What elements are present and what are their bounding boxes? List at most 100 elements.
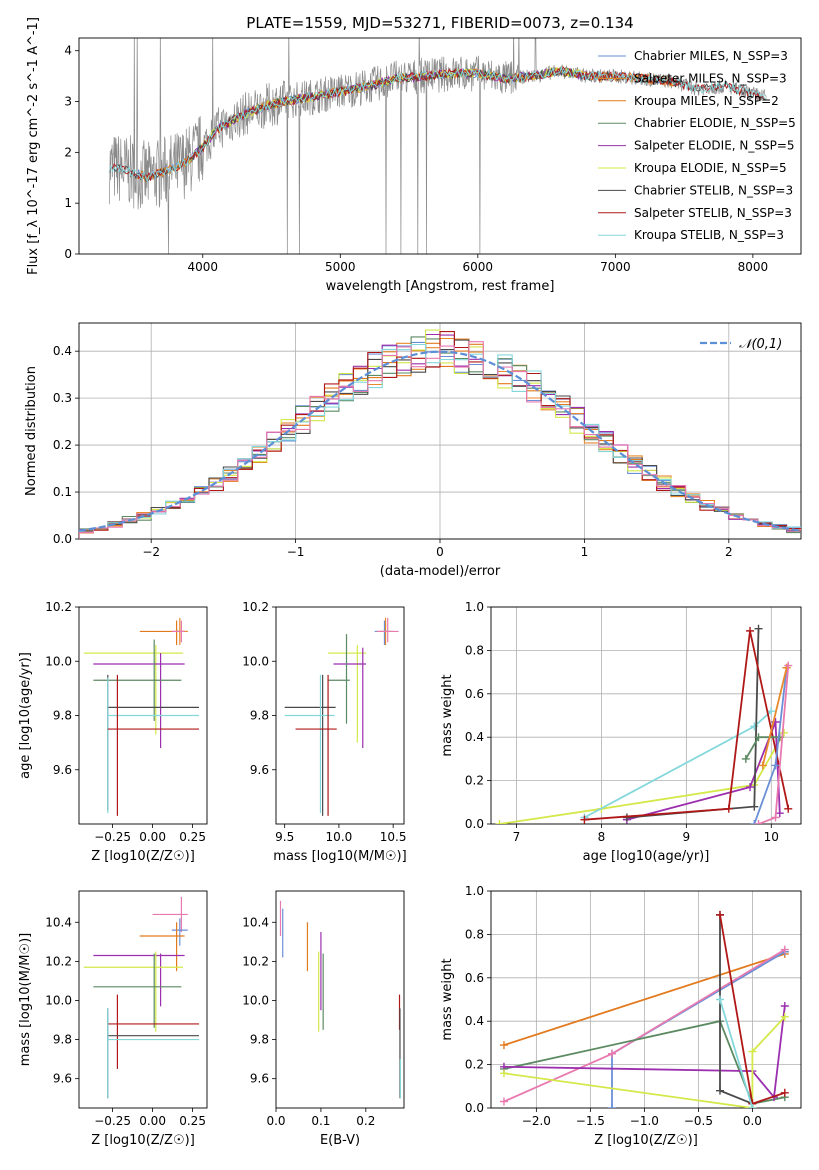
y-tick-label: 9.8 — [250, 709, 269, 723]
legend-label: 𝒩(0,1) — [739, 337, 782, 352]
weight-point-marker — [499, 1097, 508, 1106]
x-axis-label: E(B-V) — [320, 1133, 360, 1148]
y-tick-label: 0.6 — [465, 971, 484, 985]
weight-point-marker — [780, 1002, 789, 1011]
x-tick-label: 0.0 — [743, 1114, 762, 1128]
x-tick-label: 8 — [598, 830, 606, 844]
y-tick-label: 0.3 — [53, 391, 72, 405]
spectrum-plot-area — [108, 38, 767, 254]
weight-series-line — [719, 999, 754, 1108]
weight-point-marker — [715, 910, 724, 919]
age-vs-Z-panel: −0.25 0.00 0.25 9.6 9.8 10.0 10.2 Z [log10(Z/Z☉… — [18, 600, 208, 864]
panels-group: 4000 5000 6000 7000 8000 0 1 2 3 4 wavelength [Ang… — [18, 17, 802, 1148]
legend-label: Salpeter ELODIE, N_SSP=5 — [634, 139, 795, 153]
weight-point-marker — [758, 761, 767, 770]
x-tick-label: −1.0 — [630, 1114, 659, 1128]
x-tick-label: 0.25 — [179, 830, 206, 844]
y-tick-label: 0.2 — [53, 438, 72, 452]
y-tick-label: 0 — [64, 247, 72, 261]
y-tick-label: 0.2 — [465, 774, 484, 788]
weight-point-marker — [715, 995, 724, 1004]
y-tick-label: 10.0 — [242, 993, 269, 1007]
y-tick-label: 10.4 — [242, 915, 269, 929]
y-tick-label: 10.0 — [242, 654, 269, 668]
weight-point-marker — [499, 1041, 508, 1050]
x-tick-label: 7000 — [600, 260, 631, 274]
legend-label: Chabrier ELODIE, N_SSP=5 — [634, 116, 796, 130]
weight-series-line — [503, 953, 786, 1046]
legend-label: Kroupa MILES, N_SSP=2 — [634, 94, 779, 108]
weight-point-marker — [754, 820, 763, 824]
histogram-step-salpeter-stelib — [79, 331, 801, 539]
errorbar-plot-area — [83, 617, 199, 816]
y-tick-label: 2 — [64, 145, 72, 159]
axes-frame — [78, 606, 208, 825]
y-tick-label: 3 — [64, 95, 72, 109]
weight-point-marker — [746, 783, 755, 792]
x-tick-label: −0.25 — [94, 830, 131, 844]
spectrum-panel: 4000 5000 6000 7000 8000 0 1 2 3 4 wavelength [Ang… — [26, 17, 802, 294]
x-tick-label: 0.25 — [179, 1114, 206, 1128]
weight-series-line — [761, 667, 788, 766]
y-tick-label: 0.4 — [465, 1014, 484, 1028]
weight-point-marker — [754, 624, 763, 633]
y-tick-label: 10.2 — [45, 600, 72, 614]
y-axis-label: age [log10(age/yr)] — [18, 652, 33, 779]
age-vs-mass-panel: 9.5 10.0 10.5 9.6 9.8 10.0 10.2 mass [log10(M/M… — [242, 600, 406, 864]
y-tick-label: 0.1 — [53, 485, 72, 499]
spectrum-legend: Chabrier MILES, N_SSP=3 Salpeter MILES, N… — [598, 49, 796, 242]
weight-point-marker — [775, 809, 784, 818]
weight-point-marker — [495, 820, 504, 824]
weight-point-marker — [746, 626, 755, 635]
weight-point-marker — [771, 813, 780, 822]
x-tick-label: 10.0 — [326, 830, 353, 844]
y-tick-label: 1 — [64, 196, 72, 210]
y-tick-label: 1.0 — [465, 884, 484, 898]
residuals-legend: 𝒩(0,1) — [700, 337, 782, 352]
x-tick-label: 10.5 — [380, 830, 407, 844]
errorbar-plot-area — [83, 896, 199, 1099]
axes-frame — [78, 37, 802, 255]
y-tick-label: 0.0 — [465, 1101, 484, 1115]
x-tick-label: 0.1 — [311, 1114, 330, 1128]
legend-label: Salpeter STELIB, N_SSP=3 — [634, 206, 792, 220]
x-tick-label: −1.5 — [576, 1114, 605, 1128]
axes-frame — [490, 606, 802, 825]
weight-series-line — [626, 721, 781, 821]
residuals-plot-area — [79, 329, 801, 539]
x-axis-label: age [log10(age/yr)] — [583, 849, 710, 864]
x-axis-label: Z [log10(Z/Z☉)] — [594, 1133, 698, 1148]
weight-plot-area — [499, 910, 789, 1108]
y-tick-label: 10.2 — [242, 600, 269, 614]
model-spectrum-salpeter-stelib — [108, 66, 767, 181]
weight-series-line — [503, 1020, 785, 1105]
x-tick-label: 10 — [764, 830, 779, 844]
figure-title: PLATE=1559, MJD=53271, FIBERID=0073, z=0… — [246, 14, 633, 32]
weight-point-marker — [607, 1049, 616, 1058]
x-tick-label: −0.5 — [684, 1114, 713, 1128]
x-axis-label: (data-model)/error — [380, 564, 501, 579]
axes-frame — [78, 322, 802, 540]
mass-vs-Z-panel: −0.25 0.00 0.25 9.6 9.8 10.0 10.2 10.4 Z [log10(… — [18, 890, 208, 1148]
weight-point-marker — [767, 707, 776, 716]
x-tick-label: 9 — [683, 830, 691, 844]
legend-label: Chabrier STELIB, N_SSP=3 — [634, 183, 793, 197]
axes-frame — [78, 890, 208, 1109]
x-tick-label: −1 — [287, 545, 305, 559]
x-tick-label: 1 — [581, 545, 589, 559]
mass-vs-ebv-panel: 0.0 0.1 0.2 9.6 9.8 10.0 10.2 10.4 E(B-V) — [242, 890, 405, 1148]
weight-series-line — [503, 1005, 786, 1100]
x-tick-label: 9.5 — [275, 830, 294, 844]
x-tick-label: 0 — [436, 545, 444, 559]
residuals-panel: −2 −1 0 1 2 0.0 0.1 0.2 0.3 0.4 (data-model)/error… — [24, 322, 802, 579]
x-tick-label: 2 — [725, 545, 733, 559]
y-tick-label: 9.6 — [250, 1072, 269, 1086]
y-tick-label: 0.8 — [465, 927, 484, 941]
weight-point-marker — [741, 754, 750, 763]
y-tick-label: 0.4 — [53, 344, 72, 358]
y-tick-label: 9.6 — [53, 1072, 72, 1086]
x-tick-label: 0.2 — [356, 1114, 375, 1128]
weight-point-marker — [580, 815, 589, 824]
y-tick-label: 10.2 — [242, 954, 269, 968]
weight-point-marker — [771, 761, 780, 770]
